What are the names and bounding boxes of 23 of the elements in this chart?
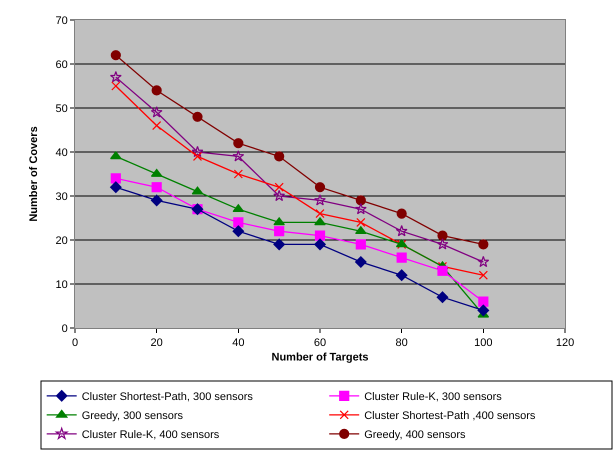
legend-label: Greedy, 300 sensors — [82, 410, 184, 422]
x-tick-label: 80 — [396, 337, 408, 350]
y-tick-label: 30 — [56, 190, 68, 203]
y-axis-title: Number of Covers — [28, 126, 40, 222]
x-tick-label: 0 — [72, 337, 78, 350]
legend-label: Cluster Shortest-Path ,400 sensors — [364, 410, 536, 422]
y-tick-label: 0 — [62, 322, 68, 335]
legend-label: Cluster Shortest-Path, 300 sensors — [82, 391, 254, 404]
y-tick-label: 50 — [56, 102, 68, 115]
y-tick-label: 40 — [56, 146, 68, 159]
y-tick-label: 10 — [56, 278, 68, 291]
legend-label: Cluster Rule-K, 300 sensors — [364, 391, 502, 404]
y-tick-label: 70 — [56, 14, 68, 27]
x-tick-label: 40 — [232, 337, 244, 350]
x-axis-title: Number of Targets — [272, 351, 368, 364]
x-tick-label: 20 — [150, 337, 163, 350]
legend-label: Cluster Rule-K, 400 sensors — [82, 429, 220, 442]
y-tick-label: 60 — [56, 58, 68, 71]
x-tick-label: 100 — [474, 337, 493, 350]
y-tick-label: 20 — [56, 234, 68, 247]
x-tick-label: 60 — [314, 337, 326, 350]
legend-label: Greedy, 400 sensors — [364, 429, 466, 442]
x-tick-label: 120 — [556, 337, 574, 350]
